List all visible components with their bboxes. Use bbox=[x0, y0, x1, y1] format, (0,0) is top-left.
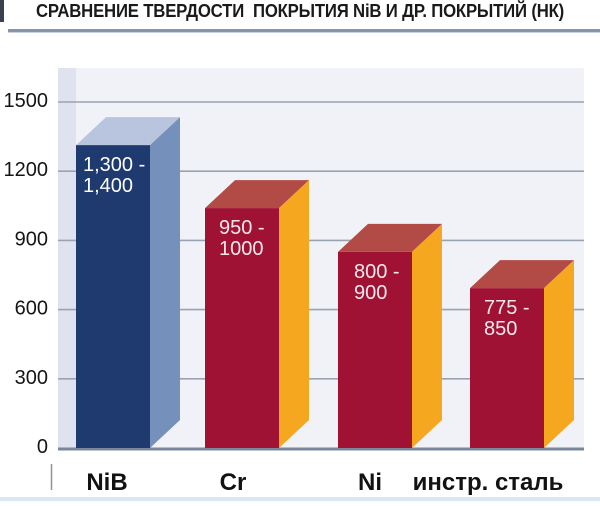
bottom-border bbox=[0, 497, 600, 501]
bar-cr-front-face bbox=[205, 208, 279, 448]
bar-ni-side-face bbox=[412, 223, 442, 448]
x-axis-category-label-ni: Ni bbox=[358, 469, 382, 496]
bar-steel-value-line1: 775 - bbox=[484, 297, 530, 319]
bar-cr-value-line2: 1000 bbox=[219, 238, 264, 260]
corner-stripe bbox=[0, 0, 4, 22]
y-axis-tick-label-1500: 1500 bbox=[4, 90, 49, 112]
bar-steel-side-face bbox=[544, 260, 574, 448]
y-axis-tick-label-0: 0 bbox=[37, 436, 48, 458]
x-axis-category-label-steel: инстр. сталь bbox=[413, 469, 564, 496]
plot-left-wall bbox=[58, 68, 76, 448]
bar-cr-side-face bbox=[279, 180, 309, 448]
bar-nib-value-line2: 1,400 bbox=[83, 175, 133, 197]
bar-cr-top-face bbox=[205, 180, 309, 209]
bar-ni-front-face bbox=[338, 251, 412, 448]
y-axis-tick-label-300: 300 bbox=[15, 367, 48, 389]
bar-ni-top-face bbox=[338, 223, 442, 252]
y-axis-tick-label-900: 900 bbox=[15, 228, 48, 250]
bar-nib-value-line1: 1,300 - bbox=[83, 154, 145, 176]
bar-nib-side-face bbox=[150, 117, 180, 448]
y-axis-tick-label-1200: 1200 bbox=[4, 159, 49, 181]
title-underline bbox=[8, 29, 600, 32]
bar-nib-top-face bbox=[76, 117, 180, 146]
y-axis-tick-label-600: 600 bbox=[15, 298, 48, 320]
bar-steel-front-face bbox=[470, 288, 544, 448]
bar-ni-value-line2: 900 bbox=[354, 282, 387, 304]
bar-cr-value-line1: 950 - bbox=[219, 217, 265, 239]
chart-title: СРАВНЕНИЕ ТВЕРДОСТИ ПОКРЫТИЯ NiB И ДР. П… bbox=[35, 1, 565, 21]
bar-ni-value-line1: 800 - bbox=[354, 261, 400, 283]
bar-steel-value-line2: 850 bbox=[484, 318, 517, 340]
bar-nib-front-face bbox=[76, 145, 150, 448]
x-axis-category-label-nib: NiB bbox=[86, 469, 127, 496]
x-axis-category-label-cr: Cr bbox=[220, 469, 247, 496]
bar-steel-top-face bbox=[470, 260, 574, 289]
